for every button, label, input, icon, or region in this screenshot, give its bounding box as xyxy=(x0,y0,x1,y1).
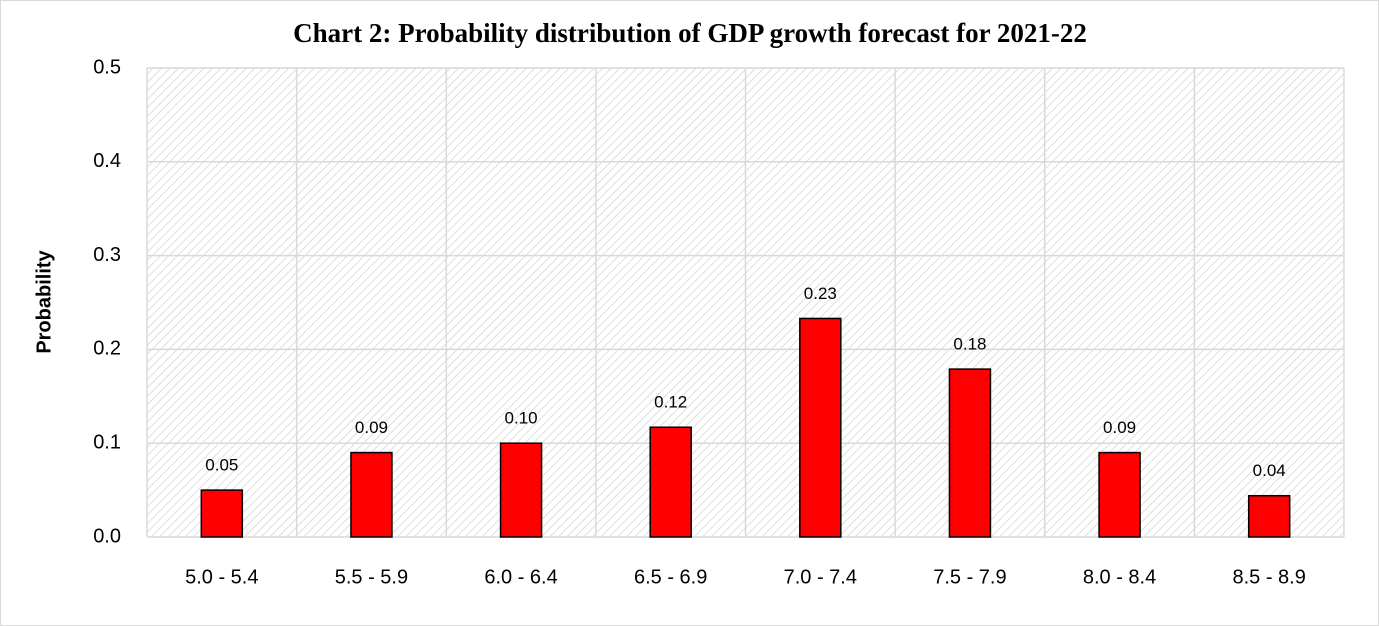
value-label: 0.23 xyxy=(804,284,837,303)
value-label: 0.09 xyxy=(355,418,388,437)
y-tick-label: 0.3 xyxy=(93,244,121,266)
bar xyxy=(350,451,393,538)
bar xyxy=(948,368,992,538)
x-tick-label: 7.5 - 7.9 xyxy=(933,566,1006,588)
value-label: 0.09 xyxy=(1103,418,1136,437)
value-label: 0.10 xyxy=(505,409,538,428)
x-tick-label: 5.5 - 5.9 xyxy=(335,566,408,588)
y-axis-label: Probability xyxy=(33,249,55,353)
bar xyxy=(499,442,543,538)
bar xyxy=(200,489,244,538)
x-tick-label: 6.0 - 6.4 xyxy=(484,566,557,588)
value-label: 0.18 xyxy=(953,335,986,354)
y-tick-label: 0.0 xyxy=(93,525,121,547)
bar xyxy=(1098,451,1141,538)
bar xyxy=(799,317,842,538)
x-tick-label: 5.0 - 5.4 xyxy=(185,566,258,588)
chart-title: Chart 2: Probability distribution of GDP… xyxy=(293,18,1087,48)
value-label: 0.05 xyxy=(205,456,238,475)
value-label: 0.12 xyxy=(654,393,687,412)
x-tick-label: 8.5 - 8.9 xyxy=(1232,566,1305,588)
y-tick-label: 0.2 xyxy=(93,338,121,360)
x-tick-label: 8.0 - 8.4 xyxy=(1083,566,1156,588)
x-tick-label: 6.5 - 6.9 xyxy=(634,566,707,588)
value-label: 0.04 xyxy=(1253,461,1286,480)
bar xyxy=(1247,494,1291,538)
x-tick-label: 7.0 - 7.4 xyxy=(784,566,857,588)
y-tick-label: 0.4 xyxy=(93,150,121,172)
y-tick-label: 0.5 xyxy=(93,56,121,78)
bar xyxy=(649,426,692,538)
y-tick-label: 0.1 xyxy=(93,431,121,453)
